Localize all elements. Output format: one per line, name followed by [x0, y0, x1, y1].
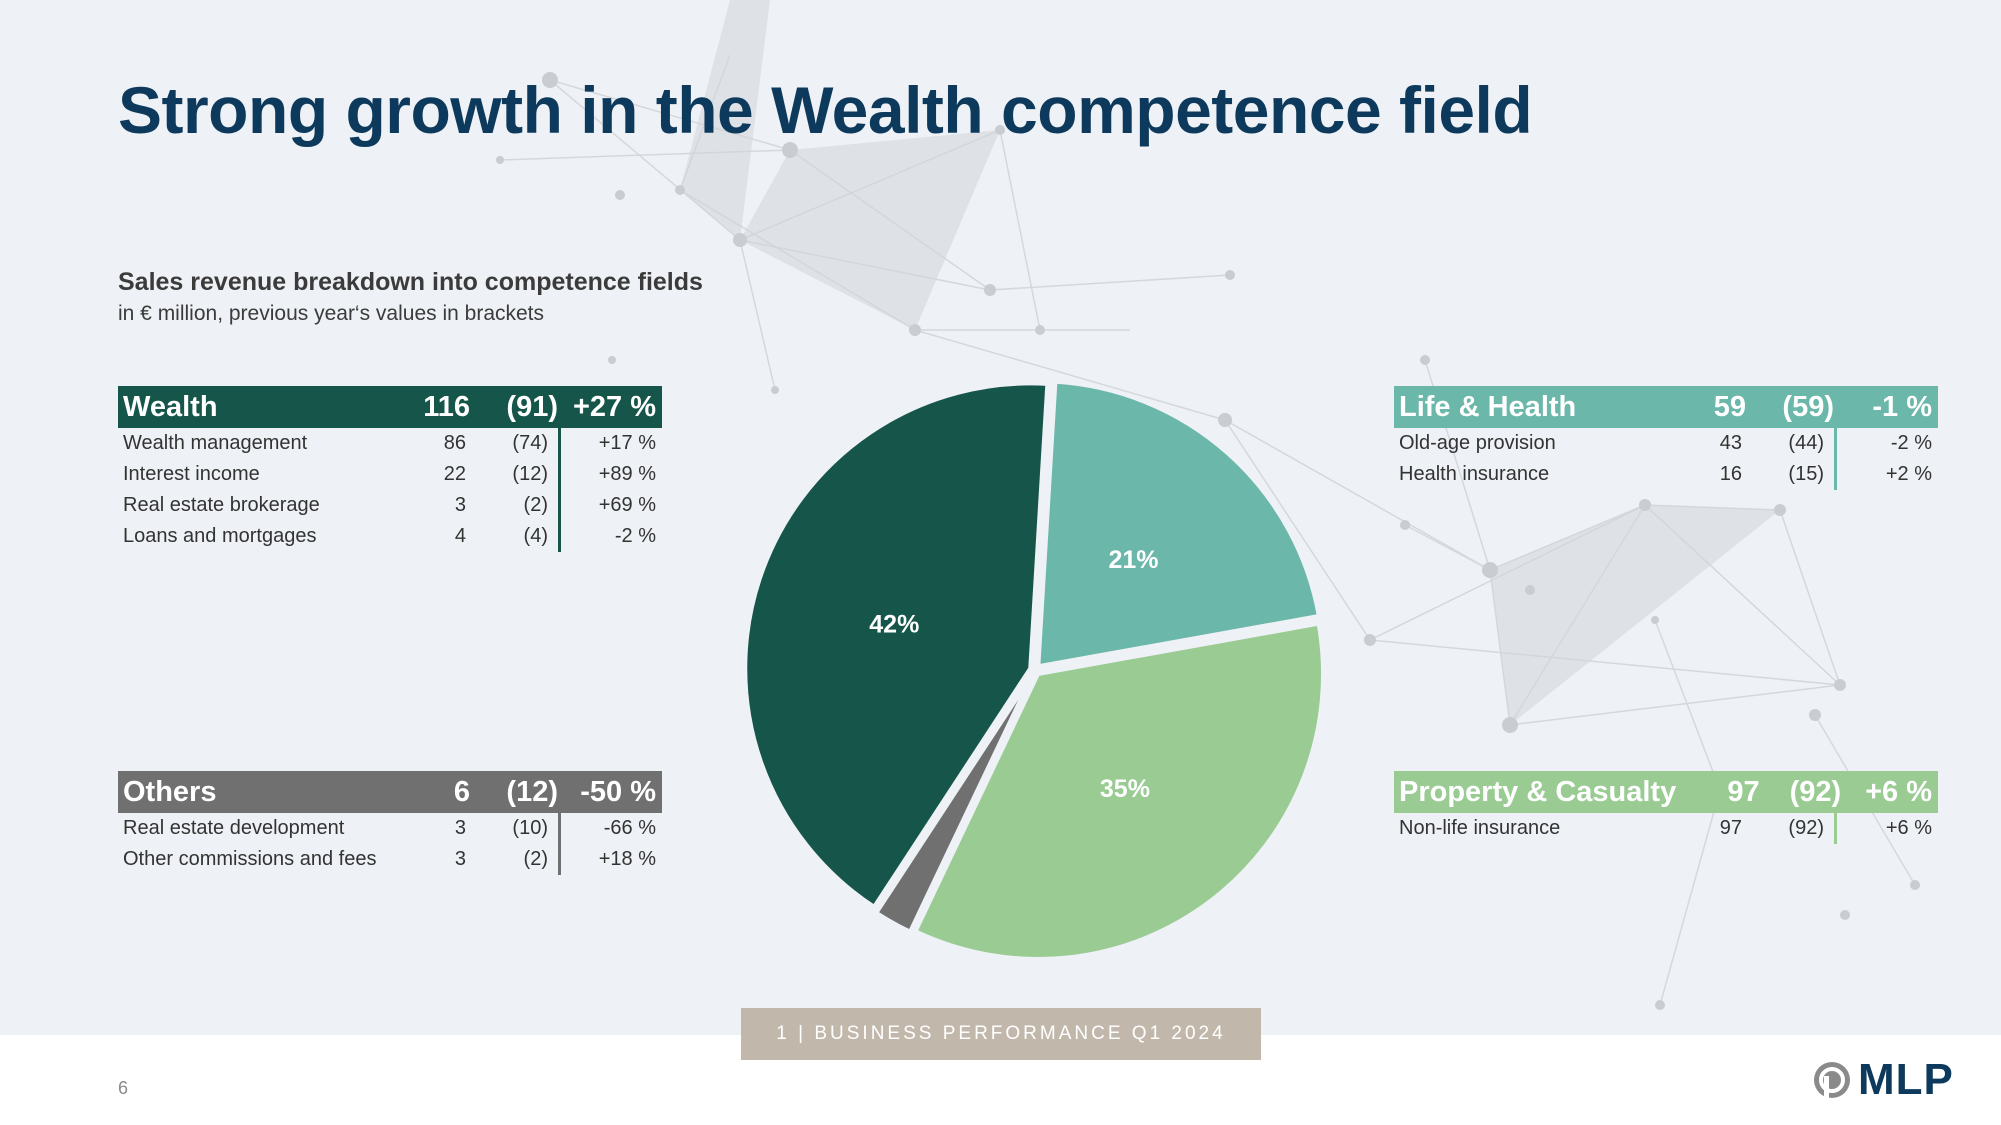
field-value: 116: [423, 390, 470, 423]
field-value: 97: [1727, 775, 1760, 808]
life-health-header-row: Life & Health 59 (59) -1 %: [1394, 386, 1938, 428]
row-growth: -2 %: [1890, 432, 1932, 454]
mlp-logo: MLP: [1812, 1055, 1954, 1105]
column-divider: [1834, 813, 1837, 844]
row-growth: -2 %: [614, 525, 656, 547]
logo-text: MLP: [1858, 1055, 1954, 1104]
row-name: Real estate brokerage: [123, 494, 320, 516]
pie-slice-others: [873, 673, 1035, 935]
table-row: Non-life insurance 97 (92) +6 %: [1394, 813, 1938, 844]
others-header-row: Others 6 (12) -50 %: [118, 771, 662, 813]
column-divider: [558, 428, 561, 552]
field-prev-value: (59): [1782, 390, 1834, 423]
row-prev-value: (4): [523, 525, 548, 547]
table-row: Old-age provision 43 (44) -2 %: [1394, 428, 1938, 459]
wealth-header-row: Wealth 116 (91) +27 %: [118, 386, 662, 428]
row-prev-value: (12): [512, 463, 548, 485]
pie-slice-wealth: [743, 381, 1050, 910]
table-row: Other commissions and fees 3 (2) +18 %: [118, 844, 662, 875]
table-row: Real estate development 3 (10) -66 %: [118, 813, 662, 844]
row-value: 86: [443, 432, 466, 454]
mlp-logo-icon: [1814, 1062, 1850, 1098]
page-title: Strong growth in the Wealth competence f…: [118, 73, 1533, 147]
row-name: Non-life insurance: [1399, 817, 1561, 839]
row-name: Health insurance: [1399, 463, 1550, 485]
table-row: Loans and mortgages 4 (4) -2 %: [118, 521, 662, 552]
row-value: 3: [454, 494, 466, 516]
pie-label-property-casualty: 35%: [1100, 775, 1150, 803]
field-prev-value: (12): [506, 775, 558, 808]
row-name: Loans and mortgages: [123, 525, 317, 547]
row-growth: +89 %: [598, 463, 656, 485]
row-value: 22: [443, 463, 466, 485]
others-rows: Real estate development 3 (10) -66 % Oth…: [118, 813, 662, 875]
table-row: Health insurance 16 (15) +2 %: [1394, 459, 1938, 490]
field-value: 59: [1713, 390, 1746, 423]
field-growth: +27 %: [572, 390, 656, 423]
chart-subtitle: Sales revenue breakdown into competence …: [118, 268, 703, 296]
row-value: 43: [1719, 432, 1742, 454]
life-health-rows: Old-age provision 43 (44) -2 % Health in…: [1394, 428, 1938, 490]
field-prev-value: (91): [506, 390, 558, 423]
row-prev-value: (74): [512, 432, 548, 454]
pie-label-life-health: 21%: [1108, 546, 1158, 574]
life-health-table: Life & Health 59 (59) -1 % Old-age provi…: [1394, 386, 1938, 490]
row-growth: +2 %: [1885, 463, 1932, 485]
row-prev-value: (2): [523, 848, 548, 870]
others-table: Others 6 (12) -50 % Real estate developm…: [118, 771, 662, 875]
row-growth: -66 %: [603, 817, 656, 839]
row-value: 97: [1719, 817, 1742, 839]
row-name: Real estate development: [123, 817, 345, 839]
field-value: 6: [453, 775, 470, 808]
row-prev-value: (2): [523, 494, 548, 516]
row-name: Interest income: [123, 463, 260, 485]
field-name: Property & Casualty: [1399, 775, 1677, 808]
row-prev-value: (10): [512, 817, 548, 839]
property-casualty-table: Property & Casualty 97 (92) +6 % Non-lif…: [1394, 771, 1938, 844]
field-name: Life & Health: [1399, 390, 1577, 423]
property-casualty-header-row: Property & Casualty 97 (92) +6 %: [1394, 771, 1938, 813]
row-growth: +17 %: [598, 432, 656, 454]
slide-section-tag: 1 | BUSINESS PERFORMANCE Q1 2024: [741, 1008, 1261, 1060]
network-background-graphic: [496, 0, 1920, 1010]
column-divider: [558, 813, 561, 875]
pie-slice-life-health: [1036, 379, 1322, 669]
field-growth: -50 %: [580, 775, 656, 808]
units-note: in € million, previous year‘s values in …: [118, 302, 545, 325]
row-name: Wealth management: [123, 432, 308, 454]
page-number: 6: [118, 1078, 129, 1098]
table-row: Interest income 22 (12) +89 %: [118, 459, 662, 490]
row-growth: +6 %: [1885, 817, 1932, 839]
table-row: Real estate brokerage 3 (2) +69 %: [118, 490, 662, 521]
row-value: 16: [1719, 463, 1742, 485]
field-name: Wealth: [123, 390, 218, 423]
property-casualty-rows: Non-life insurance 97 (92) +6 %: [1394, 813, 1938, 844]
row-name: Other commissions and fees: [123, 848, 377, 870]
field-prev-value: (92): [1789, 775, 1842, 808]
pie-label-wealth: 42%: [869, 610, 919, 638]
row-prev-value: (92): [1788, 817, 1824, 839]
row-value: 4: [454, 525, 466, 547]
wealth-table: Wealth 116 (91) +27 % Wealth management …: [118, 386, 662, 552]
row-value: 3: [454, 817, 466, 839]
field-name: Others: [123, 775, 217, 808]
field-growth: +6 %: [1865, 775, 1932, 808]
pie-slice-property-casualty: [912, 621, 1325, 961]
row-prev-value: (44): [1788, 432, 1824, 454]
table-row: Wealth management 86 (74) +17 %: [118, 428, 662, 459]
row-name: Old-age provision: [1399, 432, 1556, 454]
row-growth: +69 %: [598, 494, 656, 516]
field-growth: -1 %: [1872, 390, 1932, 423]
wealth-rows: Wealth management 86 (74) +17 % Interest…: [118, 428, 662, 552]
row-value: 3: [454, 848, 466, 870]
column-divider: [1834, 428, 1837, 490]
revenue-pie-chart: 21% 35% 42%: [743, 379, 1325, 961]
row-prev-value: (15): [1788, 463, 1824, 485]
row-growth: +18 %: [598, 848, 656, 870]
